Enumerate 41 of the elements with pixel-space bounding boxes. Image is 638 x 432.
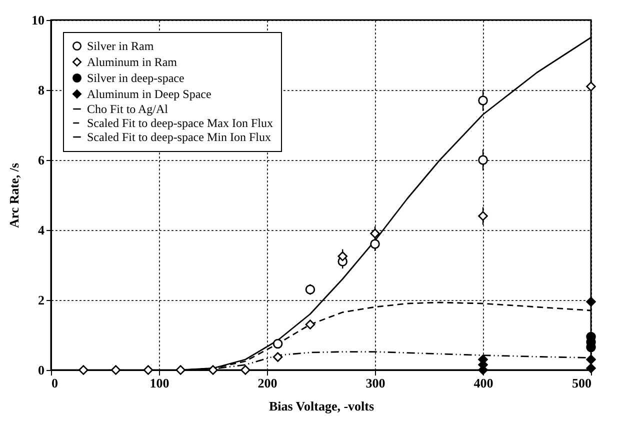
- point: [176, 365, 186, 375]
- point: [586, 296, 596, 307]
- point: [208, 365, 218, 375]
- point: [338, 251, 348, 262]
- point: [478, 96, 488, 106]
- legend-label: Cho Fit to Ag/Al: [87, 102, 169, 116]
- x-tick-label: 200: [258, 376, 278, 390]
- point: [478, 211, 488, 221]
- legend-label: Silver in deep-space: [87, 71, 184, 85]
- point: [586, 363, 596, 374]
- y-tick-label: 10: [32, 12, 44, 28]
- point: [370, 228, 380, 238]
- point: [305, 284, 316, 294]
- legend-label: Aluminum in Deep Space: [87, 87, 212, 101]
- point: [370, 239, 380, 249]
- x-tick-label: 500: [572, 376, 592, 390]
- legend-label: Scaled Fit to deep-space Min Ion Flux: [87, 130, 271, 144]
- y-tick-label: 8: [38, 82, 45, 98]
- point: [240, 365, 250, 375]
- y-tick-label: 0: [38, 362, 44, 378]
- y-tick-label: 2: [38, 292, 44, 308]
- point: [586, 354, 596, 364]
- x-tick-label: 300: [366, 376, 386, 390]
- point: [78, 365, 88, 375]
- x-tick-label: 0: [52, 376, 58, 390]
- point: [305, 320, 316, 330]
- point: [586, 82, 596, 92]
- y-tick-label: 6: [38, 152, 45, 168]
- legend-label: Aluminum in Ram: [87, 55, 178, 69]
- point: [110, 365, 121, 375]
- y-tick-label: 4: [38, 222, 45, 238]
- point: [478, 155, 488, 165]
- x-tick-label: 100: [150, 376, 170, 390]
- point: [272, 338, 283, 349]
- point: [272, 352, 283, 362]
- y-axis-title: Arc Rate, /s: [6, 162, 22, 228]
- x-axis-title: Bias Voltage, -volts: [268, 398, 374, 414]
- x-tick-label: 400: [474, 376, 494, 390]
- point: [143, 365, 154, 375]
- legend-label: Silver in Ram: [87, 39, 154, 53]
- legend-label: Scaled Fit to deep-space Max Ion Flux: [87, 116, 273, 130]
